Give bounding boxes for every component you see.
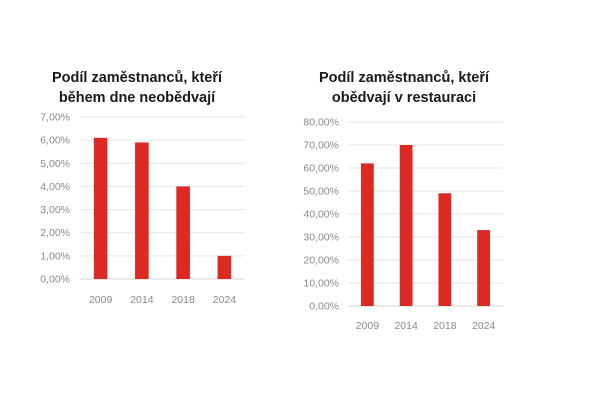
y-tick-label: 60,00% xyxy=(303,163,339,175)
bar-2024 xyxy=(217,255,232,279)
bar-2009 xyxy=(93,137,108,279)
x-tick-label: 2009 xyxy=(89,294,113,306)
x-tick-label: 2024 xyxy=(213,294,237,306)
y-tick-label: 6,00% xyxy=(40,135,70,147)
bar-2018 xyxy=(176,186,190,279)
bar-2009 xyxy=(360,163,374,306)
y-tick-label: 70,00% xyxy=(303,140,339,152)
y-tick-label: 1,00% xyxy=(40,250,70,262)
y-tick-label: 5,00% xyxy=(40,158,70,170)
chart-title-line: obědvají v restauraci xyxy=(332,90,476,106)
x-tick-label: 2024 xyxy=(472,320,496,332)
chart-title-line: Podíl zaměstnanců, kteří xyxy=(319,70,490,86)
y-tick-label: 20,00% xyxy=(303,255,339,267)
chart-restaurant-lunch: Podíl zaměstnanců, kteří obědvají v resta… xyxy=(303,70,503,332)
bar-2014 xyxy=(399,145,413,306)
y-tick-label: 10,00% xyxy=(303,278,339,290)
bar-2024 xyxy=(477,230,491,306)
y-tick-label: 4,00% xyxy=(40,181,70,193)
chart-title-line: Podíl zaměstnanců, kteří xyxy=(52,70,223,86)
x-tick-label: 2018 xyxy=(171,294,195,306)
y-tick-label: 7,00% xyxy=(40,112,70,124)
y-tick-label: 3,00% xyxy=(40,204,70,216)
bar-2014 xyxy=(135,142,149,279)
y-tick-label: 40,00% xyxy=(303,209,339,221)
y-tick-label: 0,00% xyxy=(40,274,70,286)
x-tick-label: 2014 xyxy=(130,294,154,306)
x-tick-label: 2018 xyxy=(433,320,457,332)
y-tick-label: 30,00% xyxy=(303,232,339,244)
y-tick-label: 0,00% xyxy=(309,301,339,313)
y-tick-label: 50,00% xyxy=(303,186,339,198)
x-tick-label: 2009 xyxy=(356,320,380,332)
bar-2018 xyxy=(438,193,452,306)
x-tick-label: 2014 xyxy=(394,320,418,332)
y-tick-label: 2,00% xyxy=(40,227,70,239)
chart-skipping-lunch: Podíl zaměstnanců, kteří během dne neoběd… xyxy=(40,70,245,306)
y-tick-label: 80,00% xyxy=(303,117,339,129)
chart-title-line: během dne neobědvají xyxy=(59,90,216,106)
